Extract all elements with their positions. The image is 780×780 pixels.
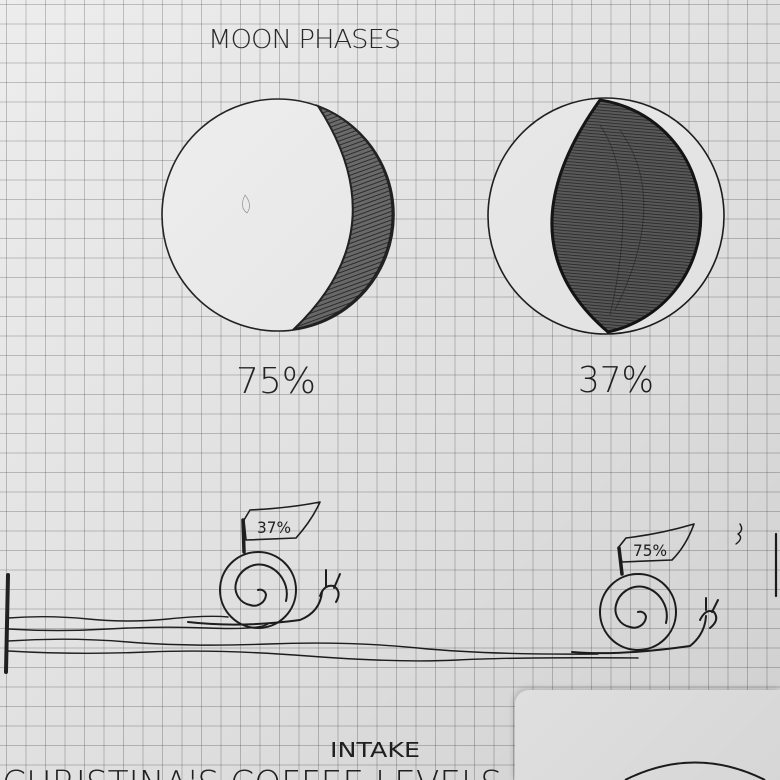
- moon-label-37: 37%: [578, 360, 654, 401]
- moon-75: [161, 98, 395, 332]
- moon-shadow-crescent: [291, 103, 394, 331]
- moon-label-75: 75%: [236, 361, 316, 402]
- heading: MOON PHASES: [208, 25, 400, 55]
- snail-flag-label-37: 37%: [257, 518, 291, 537]
- moon-37: [487, 97, 725, 335]
- moon-shadow-gibbous: [550, 98, 703, 334]
- snail-75: [571, 523, 719, 655]
- faint-sketch-mark: [242, 194, 250, 214]
- snail-37: [187, 501, 341, 629]
- start-line: [4, 573, 10, 674]
- overlapping-page: [515, 690, 780, 780]
- snail-tracks: [7, 615, 639, 662]
- snail-flag-label-75: 75%: [633, 541, 667, 560]
